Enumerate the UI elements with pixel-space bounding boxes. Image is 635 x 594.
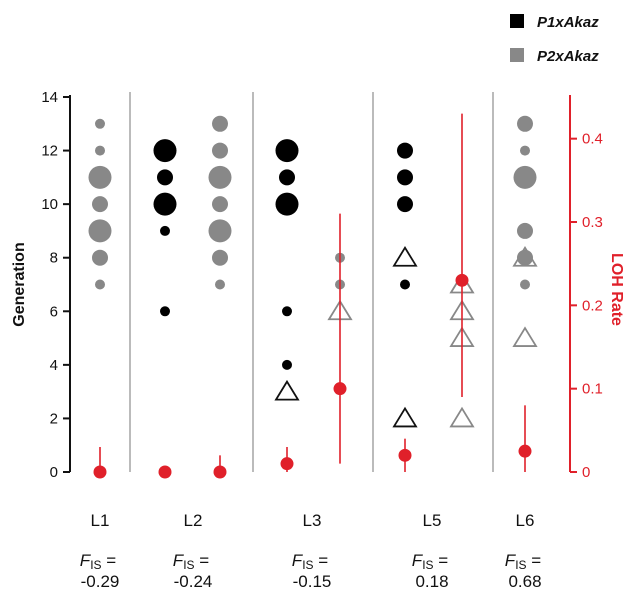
p2-point — [92, 249, 108, 266]
line-label: L2 — [184, 511, 203, 530]
p1-point — [279, 169, 295, 186]
column-separators — [129, 92, 494, 472]
loh-point — [93, 465, 107, 479]
p2-point — [212, 115, 228, 132]
p2-point — [517, 222, 533, 239]
fis-value: -0.24 — [174, 572, 213, 591]
y-tick-label-right: 0.2 — [582, 297, 603, 314]
y-tick-label-left: 8 — [50, 250, 58, 267]
p2-point — [208, 219, 232, 243]
y-tick-label-right: 0.3 — [582, 214, 603, 231]
p2-point — [92, 196, 108, 213]
p1-point — [282, 359, 292, 370]
p2-triangle — [449, 406, 475, 428]
p1-point — [153, 192, 177, 216]
y-tick-label-right: 0 — [582, 464, 590, 481]
p1-point — [397, 169, 413, 186]
y-tick-label-left: 2 — [50, 410, 58, 427]
fis-value: -0.15 — [293, 572, 332, 591]
line-label: L6 — [516, 511, 535, 530]
y-tick-label-right: 0.1 — [582, 381, 603, 398]
line-label: L3 — [303, 511, 322, 530]
y-tick-label-left: 4 — [50, 357, 58, 374]
p2-point — [520, 279, 530, 290]
fis-label: FIS = — [80, 551, 116, 572]
axes: 0 2 4 6 8 10 12 14 Generation 0 0.1 0.2 0.3 0.4 LOH Ra… — [11, 89, 625, 481]
y-tick-label-left: 10 — [41, 196, 58, 213]
y-tick-label-left: 0 — [50, 464, 58, 481]
p2-point — [88, 165, 112, 189]
p1-point — [397, 142, 413, 159]
y-axis-title-right: LOH Rate — [608, 253, 625, 326]
loh-point-p1 — [398, 448, 412, 462]
p1-point — [275, 139, 299, 163]
p2-triangle — [512, 326, 538, 347]
y-tick-label-left: 14 — [41, 89, 58, 106]
loh-point — [518, 444, 532, 458]
p2-point — [520, 145, 530, 156]
y-tick-label-left: 12 — [41, 143, 58, 160]
loh-point-p2 — [455, 273, 469, 287]
loh-point-p1 — [158, 465, 172, 479]
fis-label: FIS = — [505, 551, 541, 572]
fis-value: -0.29 — [81, 572, 120, 591]
legend: P1xAkaz P2xAkaz — [510, 14, 599, 65]
fis-label: FIS = — [292, 551, 328, 572]
fis-value: 0.68 — [508, 572, 541, 591]
p1-point — [157, 169, 173, 186]
p1-point — [160, 225, 170, 236]
p2-point — [88, 219, 112, 243]
legend-swatch — [510, 48, 524, 62]
p2-point — [95, 118, 105, 129]
p2-point — [517, 115, 533, 132]
legend-label: P2xAkaz — [537, 48, 599, 65]
y-tick-label-right: 0.4 — [582, 131, 603, 148]
data-marks — [88, 113, 538, 479]
fis-label: FIS = — [173, 551, 209, 572]
p1-point — [275, 192, 299, 216]
p1-triangle — [274, 379, 300, 401]
p2-point — [513, 165, 537, 189]
p2-point — [95, 279, 105, 290]
legend-label: P1xAkaz — [537, 14, 599, 31]
p2-point — [212, 249, 228, 266]
loh-point-p1 — [280, 457, 294, 471]
fis-label: FIS = — [412, 551, 448, 572]
p1-triangle — [392, 406, 418, 428]
fis-value: 0.18 — [415, 572, 448, 591]
p1-triangle — [392, 245, 418, 267]
p2-point — [212, 196, 228, 213]
p2-point — [95, 145, 105, 156]
y-tick-label-left: 6 — [50, 303, 58, 320]
p1-point — [160, 306, 170, 317]
p2-point — [212, 142, 228, 159]
p2-point — [208, 165, 232, 189]
p1-point — [153, 139, 177, 163]
p1-point — [400, 279, 410, 290]
p1-point — [397, 196, 413, 213]
loh-point-p2 — [213, 465, 227, 479]
y-axis-title-left: Generation — [11, 242, 28, 326]
line-label: L5 — [423, 511, 442, 530]
p2-point — [215, 279, 225, 290]
p2-triangle — [512, 245, 538, 267]
legend-swatch — [510, 14, 524, 28]
p1-point — [282, 306, 292, 317]
loh-point-p2 — [333, 382, 347, 396]
line-label: L1 — [91, 511, 110, 530]
